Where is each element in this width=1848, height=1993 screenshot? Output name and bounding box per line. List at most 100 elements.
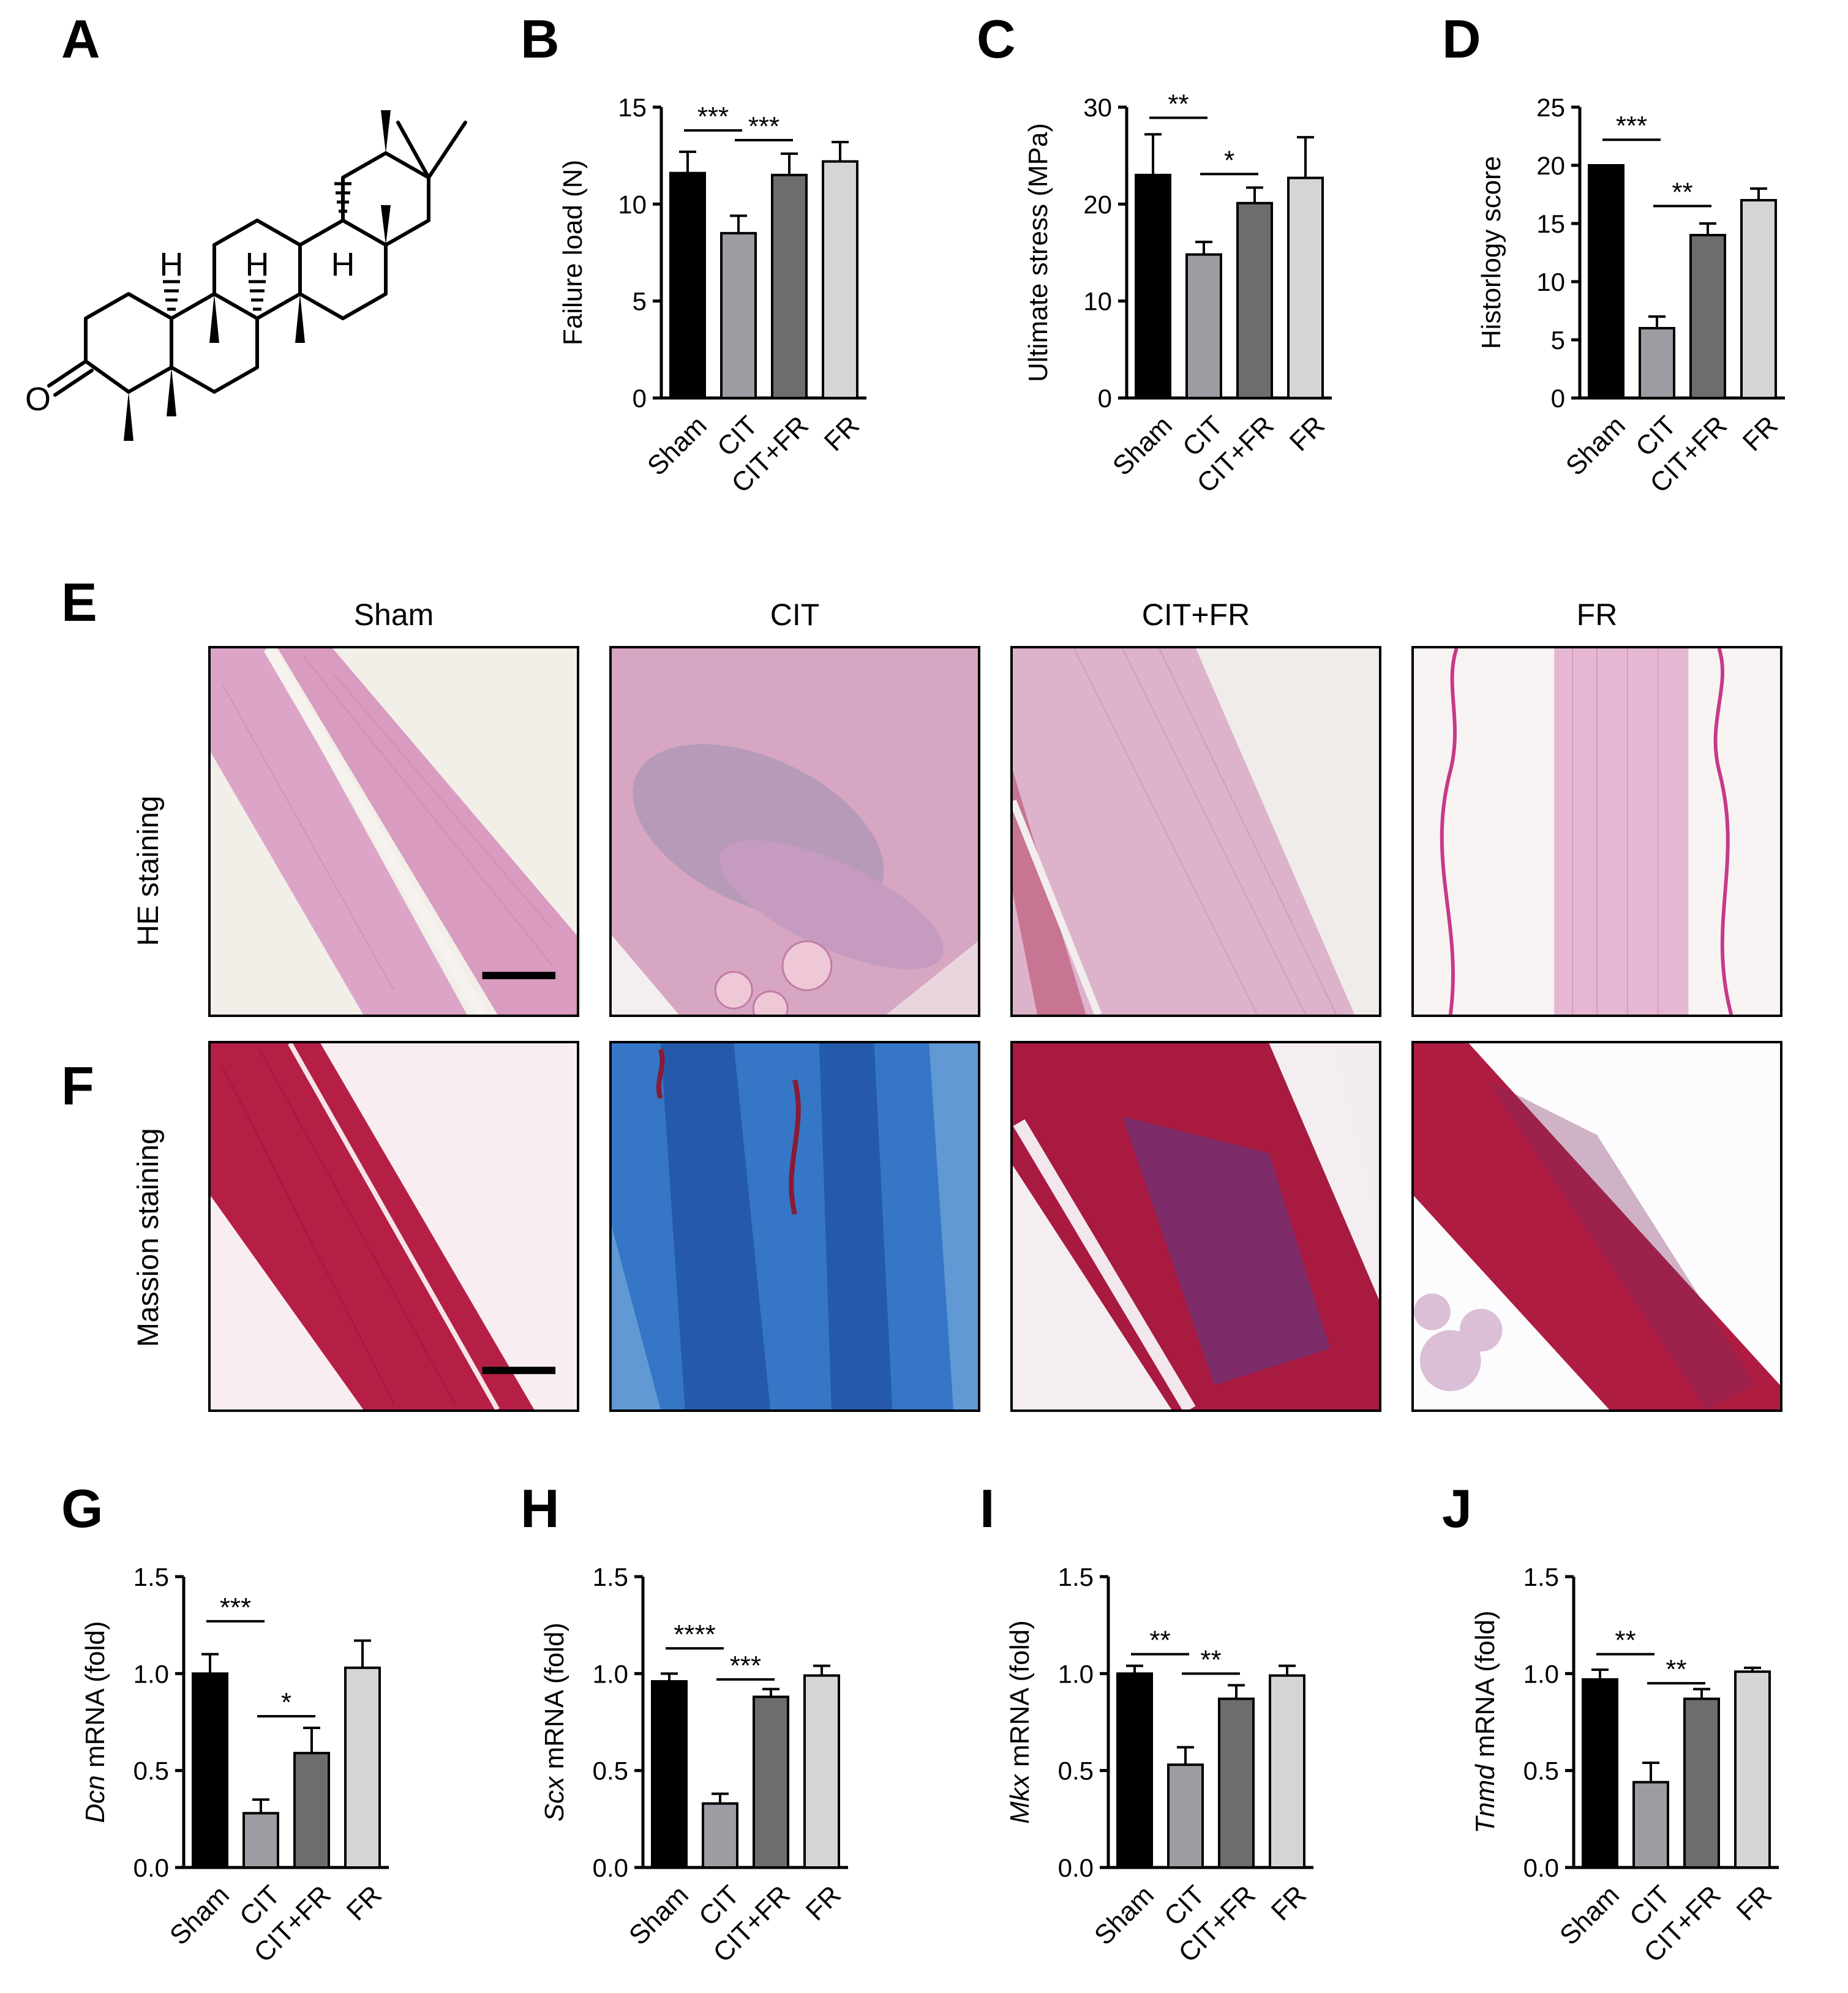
y-tick-label: 0.0 [1058, 1853, 1094, 1882]
row-label-he: HE staining [132, 795, 165, 946]
x-tick-label: Sham [1554, 1880, 1625, 1951]
y-tick-label: 10 [1083, 287, 1112, 316]
significance-label: *** [748, 111, 779, 141]
x-tick-label: FR [1284, 410, 1331, 457]
structure-h-label: H [331, 246, 355, 283]
y-tick-label: 0.0 [593, 1853, 628, 1882]
masson-micrograph-cit-fr [1010, 1041, 1381, 1412]
y-tick-label: 0.5 [133, 1757, 169, 1785]
y-tick-label: 30 [1083, 93, 1112, 122]
bar-fr [344, 1666, 381, 1869]
bar-fr [822, 160, 858, 400]
scale-bar [482, 972, 556, 980]
bar-sham [669, 171, 706, 400]
bar-fr [1740, 199, 1777, 399]
panel-label-d: D [1442, 9, 1481, 69]
y-axis-label: Dcn mRNA (fold) [80, 1621, 110, 1823]
x-tick-label: Sham [1560, 410, 1631, 481]
y-tick-label: 0.5 [1523, 1757, 1559, 1785]
bar-sham [651, 1680, 688, 1869]
significance-label: * [281, 1687, 291, 1717]
y-tick-label: 15 [618, 93, 647, 122]
y-tick-label: 0 [1551, 384, 1565, 413]
x-tick-label: FR [800, 1880, 847, 1926]
y-tick-label: 0 [633, 384, 647, 413]
row-label-masson: Massion staining [132, 1128, 165, 1347]
y-tick-label: 0.5 [1058, 1757, 1094, 1785]
bar-cit [1632, 1781, 1669, 1869]
significance-label: *** [220, 1593, 251, 1623]
significance-label: ** [1615, 1626, 1636, 1656]
y-tick-label: 1.5 [1523, 1563, 1559, 1591]
he-micrograph-cit [609, 646, 980, 1017]
y-tick-label: 1.0 [1058, 1659, 1094, 1688]
chemical-structure: H H H O [25, 110, 467, 441]
x-tick-label: FR [1731, 1880, 1778, 1926]
bar-cit [1167, 1763, 1204, 1869]
x-tick-label: Sham [164, 1880, 235, 1951]
significance-label: *** [697, 102, 729, 132]
he-micrograph-sham [208, 646, 579, 1017]
y-axis-label: Mkx mRNA (fold) [1005, 1620, 1035, 1823]
y-axis-label: Historlogy score [1476, 156, 1506, 349]
structure-h-label: H [246, 246, 269, 283]
x-tick-label: FR [1737, 410, 1784, 457]
bar-sham [1588, 164, 1625, 399]
bar-cit-fr [293, 1752, 330, 1869]
significance-label: *** [1616, 111, 1647, 141]
bar-cit [720, 231, 757, 399]
y-tick-label: 0.5 [593, 1757, 628, 1785]
y-axis-label: Ultimate stress (MPa) [1023, 123, 1053, 382]
x-tick-label: Sham [1107, 410, 1178, 481]
bar-fr [1734, 1670, 1771, 1869]
panel-label-j: J [1442, 1478, 1472, 1539]
column-title-sham: Sham [353, 598, 434, 632]
bar-sham [192, 1672, 228, 1869]
y-axis-label: Scx mRNA (fold) [539, 1623, 569, 1822]
bar-cit-fr [1218, 1697, 1255, 1869]
y-tick-label: 1.0 [133, 1659, 169, 1688]
y-tick-label: 10 [1536, 268, 1565, 296]
column-title-cit: CIT [770, 598, 820, 632]
bar-cit [1639, 327, 1675, 399]
y-tick-label: 1.5 [133, 1563, 169, 1591]
significance-label: *** [730, 1651, 761, 1681]
structure-o-label: O [25, 381, 51, 418]
y-tick-label: 5 [633, 287, 647, 316]
x-tick-label: Sham [1089, 1880, 1160, 1951]
y-tick-label: 20 [1536, 151, 1565, 180]
masson-micrograph-fr [1411, 1041, 1782, 1412]
masson-micrograph-cit [609, 1041, 980, 1412]
y-tick-label: 0.0 [133, 1853, 169, 1882]
y-tick-label: 0 [1098, 384, 1112, 413]
bar-cit [242, 1812, 279, 1869]
y-tick-label: 15 [1536, 209, 1565, 238]
panel-label-g: G [61, 1478, 103, 1539]
he-micrograph-fr [1411, 646, 1782, 1017]
bar-fr [803, 1674, 840, 1869]
column-title-cit-fr: CIT+FR [1141, 598, 1250, 632]
y-tick-label: 20 [1083, 190, 1112, 219]
panel-label-h: H [520, 1478, 560, 1539]
bar-sham [1582, 1678, 1618, 1869]
bar-cit-fr [771, 173, 808, 399]
x-tick-label: Sham [623, 1880, 694, 1951]
y-axis-label: Tnmd mRNA (fold) [1470, 1610, 1500, 1833]
significance-label: ** [1149, 1626, 1170, 1656]
bar-cit [702, 1802, 738, 1869]
panel-label-c: C [977, 9, 1016, 69]
significance-label: **** [674, 1620, 716, 1650]
x-tick-label: FR [819, 410, 865, 457]
scale-bar [482, 1367, 556, 1375]
bar-cit-fr [1683, 1697, 1720, 1869]
y-axis-label: Failure load (N) [558, 160, 588, 345]
bar-sham [1116, 1672, 1153, 1869]
panel-label-i: I [980, 1478, 995, 1539]
x-tick-label: FR [341, 1880, 388, 1926]
